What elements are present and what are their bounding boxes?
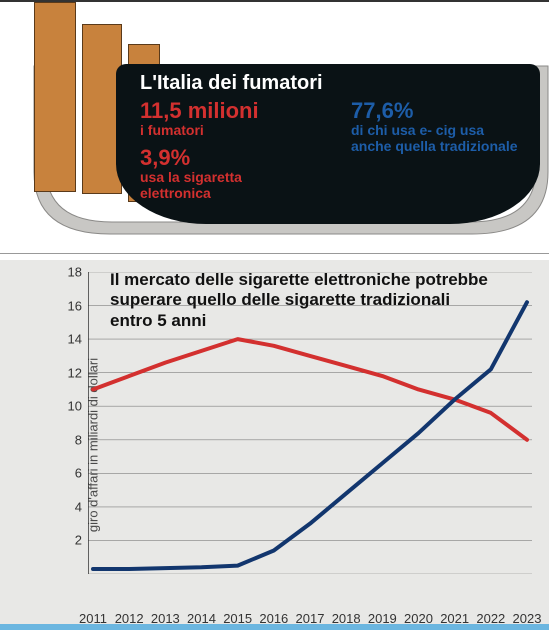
y-tick-label: 16 bbox=[58, 298, 82, 313]
stat-dual-sub: di chi usa e- cig usa anche quella tradi… bbox=[351, 122, 522, 154]
infographic-container: L'Italia dei fumatori 11,5 milioni i fum… bbox=[0, 0, 549, 636]
y-tick-label: 12 bbox=[58, 365, 82, 380]
y-tick-label: 8 bbox=[58, 432, 82, 447]
cigarette-icon bbox=[34, 2, 76, 192]
stat-dual-value: 77,6% bbox=[351, 99, 522, 122]
chart-title: Il mercato delle sigarette elettroniche … bbox=[110, 270, 490, 331]
footer-accent-bar bbox=[0, 624, 549, 630]
y-tick-label: 6 bbox=[58, 466, 82, 481]
y-tick-label: 18 bbox=[58, 265, 82, 280]
y-tick-label: 2 bbox=[58, 533, 82, 548]
stats-panel: L'Italia dei fumatori 11,5 milioni i fum… bbox=[116, 64, 540, 224]
stat-ecig-value: 3,9% bbox=[140, 146, 311, 169]
stat-smokers-sub: i fumatori bbox=[140, 122, 311, 138]
stat-ecig-sub: usa la sigaretta elettronica bbox=[140, 169, 311, 201]
panel-title: L'Italia dei fumatori bbox=[140, 72, 522, 95]
y-tick-label: 4 bbox=[58, 499, 82, 514]
chart-panel: giro d'affari in miliardi di dollari Il … bbox=[0, 260, 549, 630]
cigarette-pack-graphic: L'Italia dei fumatori 11,5 milioni i fum… bbox=[16, 2, 532, 244]
top-panel: L'Italia dei fumatori 11,5 milioni i fum… bbox=[0, 2, 549, 254]
y-tick-label: 10 bbox=[58, 399, 82, 414]
y-tick-label: 14 bbox=[58, 332, 82, 347]
stat-smokers-value: 11,5 milioni bbox=[140, 99, 311, 122]
